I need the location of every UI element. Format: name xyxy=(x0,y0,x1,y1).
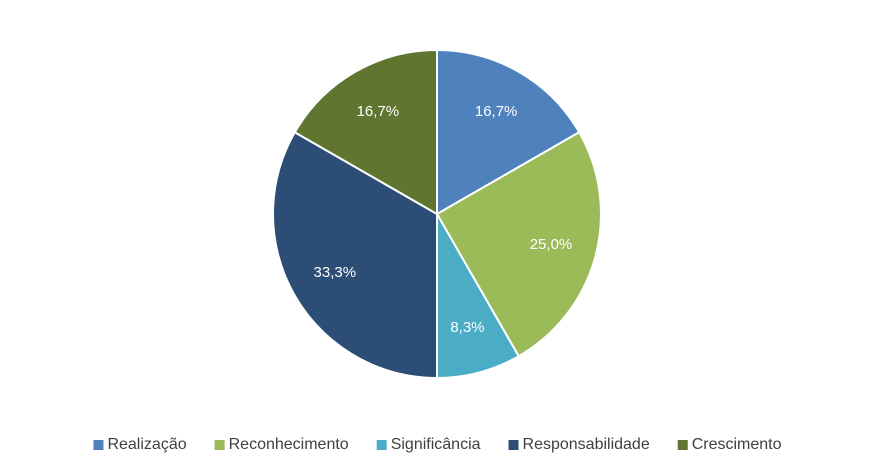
value-label: 33,3% xyxy=(314,264,357,281)
legend-label: Responsabilidade xyxy=(523,436,650,453)
legend-swatch xyxy=(376,440,387,450)
legend-label: Crescimento xyxy=(692,436,782,453)
legend-swatch xyxy=(677,440,688,450)
legend-swatch xyxy=(508,440,519,450)
legend-swatch xyxy=(214,440,225,450)
value-label: 16,7% xyxy=(475,103,518,120)
legend-label: Significância xyxy=(391,436,481,453)
pie-slice xyxy=(436,210,521,380)
legend-label: Reconhecimento xyxy=(229,436,349,453)
pie-slice xyxy=(435,130,602,358)
pie-slice xyxy=(272,130,438,380)
pie-slice xyxy=(436,48,581,216)
legend-label: Realização xyxy=(107,436,186,453)
value-label: 16,7% xyxy=(357,103,400,120)
legend-swatch xyxy=(93,440,104,450)
pie-slice xyxy=(293,48,438,216)
value-label: 25,0% xyxy=(530,236,573,253)
value-label: 8,3% xyxy=(450,319,484,336)
